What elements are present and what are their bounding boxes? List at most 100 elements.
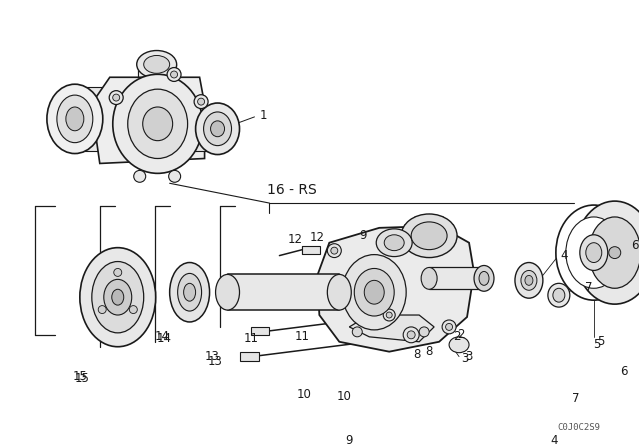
Ellipse shape — [521, 271, 537, 290]
Circle shape — [445, 323, 452, 330]
Text: 9: 9 — [346, 435, 353, 448]
Circle shape — [134, 170, 146, 182]
Ellipse shape — [66, 107, 84, 131]
Ellipse shape — [556, 205, 632, 300]
Ellipse shape — [474, 266, 494, 291]
Ellipse shape — [342, 254, 406, 330]
Ellipse shape — [80, 248, 156, 347]
Ellipse shape — [128, 89, 188, 159]
Circle shape — [386, 312, 392, 318]
Circle shape — [327, 244, 341, 258]
Ellipse shape — [553, 288, 565, 302]
Text: 13: 13 — [205, 350, 220, 363]
Text: 12: 12 — [309, 231, 324, 244]
Circle shape — [194, 95, 208, 108]
Ellipse shape — [178, 273, 202, 311]
Ellipse shape — [355, 268, 394, 316]
Text: C0J0C2S9: C0J0C2S9 — [557, 423, 600, 432]
Bar — [239, 352, 259, 361]
Ellipse shape — [515, 263, 543, 298]
Circle shape — [198, 98, 205, 105]
Circle shape — [129, 306, 138, 314]
Circle shape — [114, 268, 122, 276]
Ellipse shape — [196, 103, 239, 155]
Ellipse shape — [411, 222, 447, 250]
Ellipse shape — [589, 217, 640, 288]
Ellipse shape — [92, 262, 144, 333]
Ellipse shape — [449, 337, 469, 353]
Ellipse shape — [144, 56, 170, 73]
Circle shape — [113, 94, 120, 101]
Text: 3: 3 — [465, 350, 473, 363]
Text: 11: 11 — [295, 330, 310, 343]
Circle shape — [403, 327, 419, 343]
Circle shape — [609, 247, 621, 258]
Ellipse shape — [364, 280, 384, 304]
Circle shape — [419, 327, 429, 337]
Text: 7: 7 — [572, 392, 580, 405]
Text: 3: 3 — [461, 352, 468, 365]
Bar — [252, 327, 269, 335]
Text: 9: 9 — [359, 229, 367, 242]
Ellipse shape — [137, 51, 177, 78]
Text: 5: 5 — [593, 338, 600, 351]
Text: 4: 4 — [550, 435, 557, 448]
Text: 6: 6 — [620, 365, 627, 378]
Text: 13: 13 — [208, 355, 223, 368]
Ellipse shape — [57, 95, 93, 142]
Ellipse shape — [184, 283, 196, 301]
Text: 5: 5 — [596, 335, 604, 348]
Bar — [429, 267, 484, 289]
Text: 14: 14 — [155, 330, 170, 343]
Text: 11: 11 — [244, 332, 259, 345]
Circle shape — [331, 247, 338, 254]
Polygon shape — [95, 77, 205, 164]
Ellipse shape — [204, 112, 232, 146]
Text: 4: 4 — [561, 249, 568, 262]
Bar — [302, 246, 321, 254]
Ellipse shape — [47, 84, 103, 154]
Circle shape — [171, 71, 177, 78]
Text: 6: 6 — [630, 239, 638, 252]
Ellipse shape — [211, 121, 225, 137]
Ellipse shape — [566, 217, 621, 288]
Ellipse shape — [401, 214, 457, 258]
Text: 15: 15 — [72, 370, 87, 383]
Text: 2: 2 — [453, 330, 461, 343]
Ellipse shape — [104, 280, 132, 315]
Text: 15: 15 — [74, 372, 89, 385]
Text: 1: 1 — [259, 109, 267, 122]
Text: 10: 10 — [297, 388, 312, 401]
Ellipse shape — [580, 235, 608, 271]
Bar — [193, 137, 223, 151]
Polygon shape — [349, 315, 434, 342]
Circle shape — [383, 309, 395, 321]
Ellipse shape — [170, 263, 209, 322]
Ellipse shape — [586, 243, 602, 263]
Ellipse shape — [376, 229, 412, 257]
Circle shape — [167, 68, 181, 82]
Text: 7: 7 — [585, 281, 592, 294]
Bar — [138, 65, 175, 104]
Bar — [228, 275, 339, 310]
Circle shape — [407, 331, 415, 339]
Circle shape — [352, 327, 362, 337]
Ellipse shape — [421, 267, 437, 289]
Ellipse shape — [384, 235, 404, 250]
Circle shape — [98, 306, 106, 314]
Text: 8: 8 — [426, 345, 433, 358]
Text: 2: 2 — [457, 328, 465, 341]
Text: 14: 14 — [157, 332, 172, 345]
Circle shape — [169, 170, 180, 182]
Text: 10: 10 — [337, 390, 352, 403]
Polygon shape — [317, 226, 474, 352]
Circle shape — [109, 90, 123, 104]
Ellipse shape — [143, 107, 173, 141]
Ellipse shape — [525, 276, 533, 285]
Ellipse shape — [327, 275, 351, 310]
Ellipse shape — [113, 74, 203, 173]
Ellipse shape — [548, 283, 570, 307]
Ellipse shape — [575, 201, 640, 304]
Text: 16 - RS: 16 - RS — [268, 183, 317, 197]
Ellipse shape — [216, 275, 239, 310]
